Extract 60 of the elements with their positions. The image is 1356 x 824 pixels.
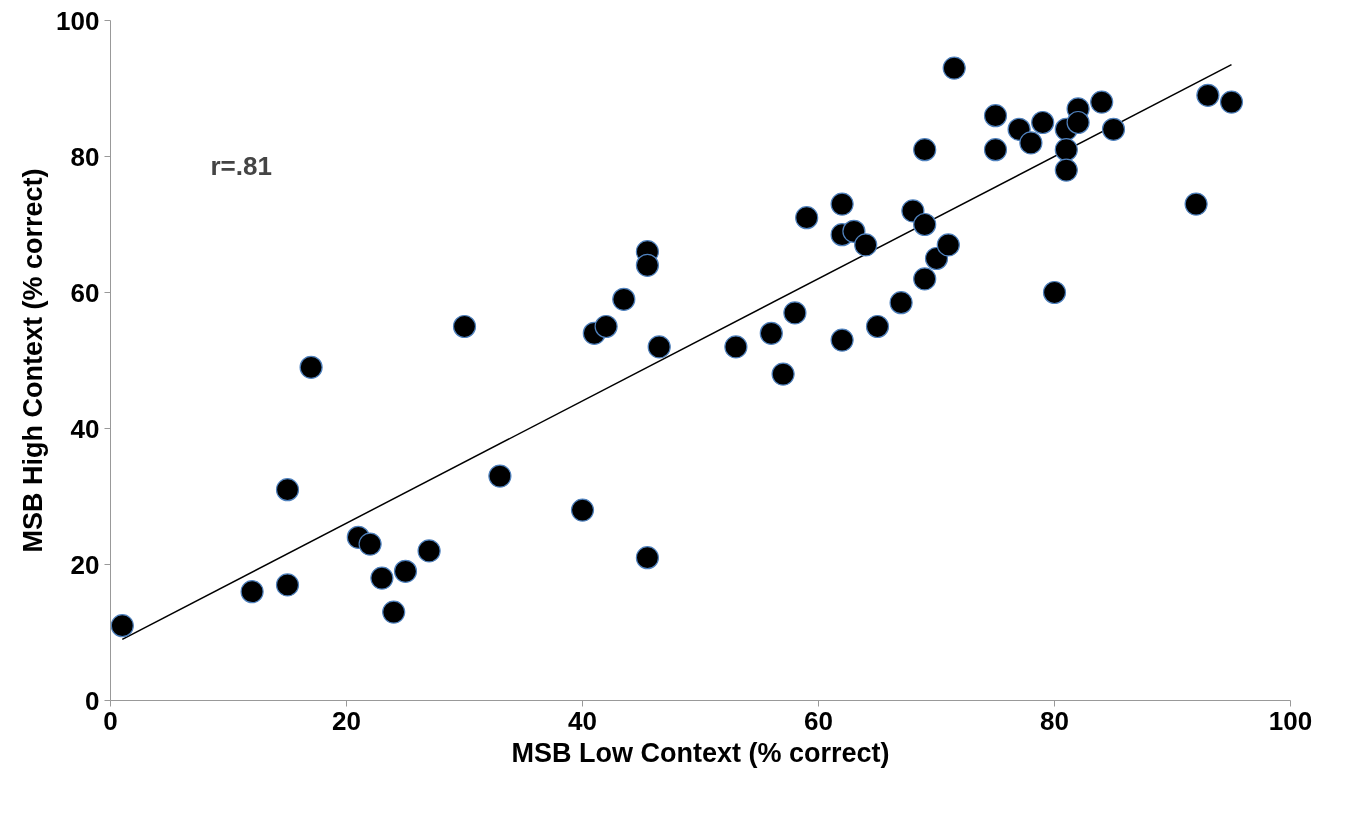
- point: [647, 335, 671, 359]
- point: [783, 301, 807, 325]
- point: [635, 546, 659, 570]
- point: [983, 104, 1008, 128]
- point: [771, 362, 795, 386]
- point: [936, 233, 960, 257]
- point: [1066, 110, 1090, 135]
- point: [488, 464, 512, 488]
- point: [1101, 117, 1126, 141]
- point: [795, 206, 819, 230]
- point: [594, 314, 618, 339]
- point: [370, 566, 394, 590]
- point: [724, 335, 748, 359]
- y-tick-label: 0: [85, 685, 100, 716]
- point: [854, 233, 878, 257]
- point: [1184, 192, 1208, 216]
- point: [275, 478, 300, 502]
- point: [570, 498, 595, 522]
- point: [240, 580, 264, 604]
- x-tick-label: 60: [804, 705, 833, 736]
- point: [942, 56, 966, 80]
- point: [1219, 90, 1244, 114]
- point: [393, 559, 418, 583]
- point: [865, 314, 890, 339]
- point: [299, 355, 323, 379]
- point: [913, 138, 937, 162]
- point: [1090, 90, 1114, 114]
- y-tick-label: 60: [70, 277, 100, 308]
- point: [382, 600, 406, 624]
- point: [1031, 110, 1055, 135]
- point: [1019, 131, 1043, 155]
- point: [110, 614, 134, 638]
- point: [830, 192, 854, 216]
- point: [913, 212, 937, 237]
- point: [275, 573, 300, 597]
- point: [452, 314, 477, 339]
- point: [358, 532, 382, 556]
- x-axis-title: MSB Low Context (% correct): [511, 737, 890, 768]
- point: [913, 267, 937, 291]
- annotation: r=.81: [210, 150, 272, 181]
- point: [635, 253, 659, 277]
- point: [1054, 138, 1078, 162]
- y-tick-label: 40: [70, 413, 100, 444]
- point: [830, 328, 854, 352]
- point: [1196, 83, 1220, 107]
- x-tick-label: 20: [332, 705, 361, 736]
- point: [612, 287, 636, 311]
- x-tick-label: 80: [1040, 705, 1069, 736]
- x-tick-label: 40: [568, 705, 597, 736]
- y-tick-label: 100: [56, 5, 100, 36]
- x-tick-label: 100: [1268, 705, 1313, 736]
- point: [1054, 158, 1078, 182]
- point: [759, 321, 783, 345]
- point: [1042, 280, 1067, 305]
- point: [983, 138, 1008, 162]
- point: [417, 539, 441, 563]
- y-axis-title: MSB High Context (% correct): [18, 168, 49, 553]
- point: [889, 291, 913, 315]
- y-tick-label: 20: [70, 549, 100, 580]
- y-tick-label: 80: [70, 141, 100, 172]
